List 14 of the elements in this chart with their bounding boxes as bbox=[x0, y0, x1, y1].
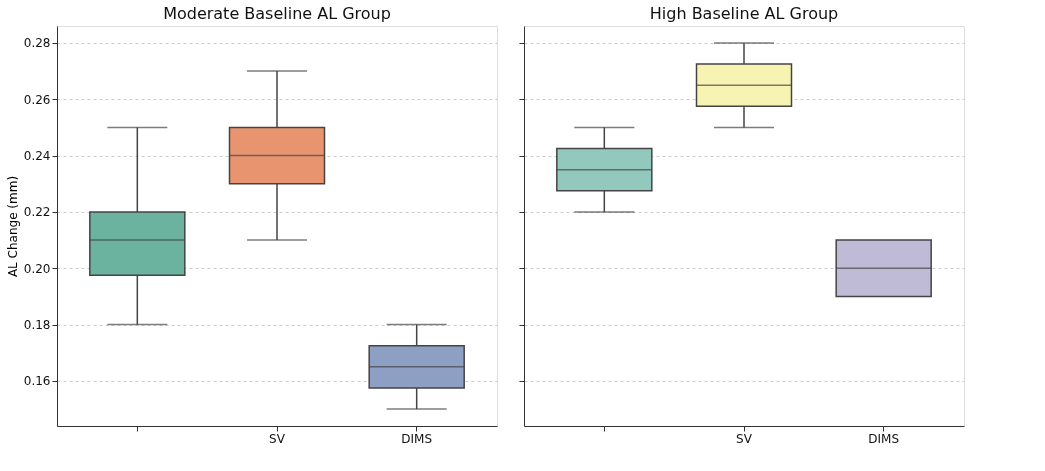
x-tick-label: DIMS bbox=[401, 431, 433, 446]
chart-title: Moderate Baseline AL Group bbox=[163, 4, 391, 23]
y-tick-label: 0.26 bbox=[23, 92, 51, 107]
y-axis-title: AL Change (mm) bbox=[5, 175, 20, 278]
x-tick-label: SV bbox=[269, 431, 286, 446]
x-tick-label: DIMS bbox=[868, 431, 900, 446]
y-tick-label: 0.22 bbox=[23, 205, 51, 220]
y-tick-label: 0.16 bbox=[23, 374, 51, 389]
y-tick-label: 0.20 bbox=[23, 261, 51, 276]
y-tick-label: 0.28 bbox=[23, 36, 51, 51]
chart-title: High Baseline AL Group bbox=[649, 4, 839, 23]
x-tick-label: SV bbox=[736, 431, 753, 446]
y-tick-label: 0.24 bbox=[23, 149, 51, 164]
y-tick-label: 0.18 bbox=[23, 318, 51, 333]
